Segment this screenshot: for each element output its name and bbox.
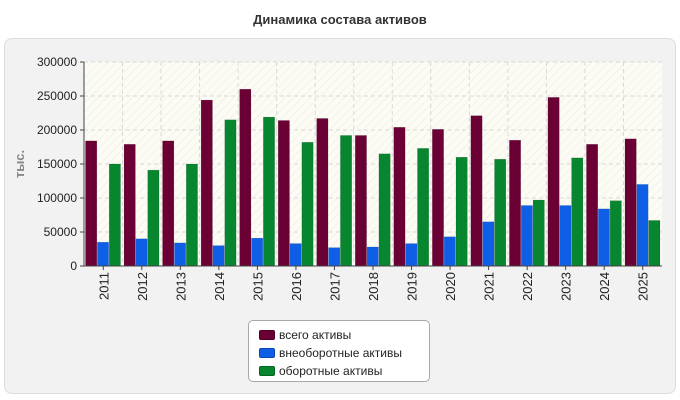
bar-current-2015 xyxy=(263,116,275,267)
bar-total-2014 xyxy=(200,99,213,267)
bar-noncurrent-2016 xyxy=(289,243,302,267)
y-tick-label: 100000 xyxy=(37,191,77,205)
legend-label-total: всего активы xyxy=(279,328,352,342)
bar-current-2022 xyxy=(532,199,545,267)
legend-swatch-current xyxy=(259,366,275,376)
y-tick-label: 300000 xyxy=(37,55,77,69)
bar-total-2011 xyxy=(85,140,98,267)
bar-noncurrent-2021 xyxy=(482,221,495,267)
bar-current-2016 xyxy=(301,141,314,267)
bar-total-2025 xyxy=(624,138,637,267)
bar-total-2023 xyxy=(547,97,560,267)
bar-current-2014 xyxy=(224,119,237,267)
bar-current-2023 xyxy=(571,157,584,267)
bar-total-2024 xyxy=(586,144,599,267)
legend-swatch-noncurrent xyxy=(259,348,275,358)
x-tick-label: 2014 xyxy=(212,272,227,301)
legend: всего активы внеоборотные активы оборотн… xyxy=(248,320,430,382)
bar-current-2012 xyxy=(147,169,160,267)
bar-total-2019 xyxy=(393,127,406,267)
chart-title: Динамика состава активов xyxy=(253,12,427,27)
bar-total-2020 xyxy=(432,129,444,267)
y-tick-label: 150000 xyxy=(37,157,77,171)
bar-noncurrent-2020 xyxy=(443,236,456,267)
bar-total-2022 xyxy=(509,139,521,267)
legend-item-current: оборотные активы xyxy=(259,362,429,380)
bar-current-2020 xyxy=(455,156,468,267)
bar-noncurrent-2023 xyxy=(559,205,572,267)
legend-label-noncurrent: внеоборотные активы xyxy=(279,346,402,360)
bar-total-2017 xyxy=(316,118,329,267)
legend-label-current: оборотные активы xyxy=(279,364,383,378)
x-tick-label: 2023 xyxy=(559,272,574,301)
x-tick-label: 2011 xyxy=(96,272,111,300)
x-tick-label: 2018 xyxy=(366,272,381,301)
x-tick-label: 2020 xyxy=(443,272,458,301)
bar-total-2018 xyxy=(354,135,367,267)
bar-current-2011 xyxy=(108,163,121,267)
x-tick-label: 2022 xyxy=(520,272,535,301)
x-tick-label: 2024 xyxy=(597,272,612,301)
y-tick-label: 200000 xyxy=(37,123,77,137)
x-tick-label: 2021 xyxy=(482,272,497,301)
bar-noncurrent-2013 xyxy=(174,242,187,267)
x-tick-label: 2012 xyxy=(135,272,150,301)
bar-noncurrent-2018 xyxy=(366,246,379,267)
bar-total-2015 xyxy=(239,88,252,267)
bar-current-2019 xyxy=(417,148,430,267)
legend-item-noncurrent: внеоборотные активы xyxy=(259,344,429,362)
bar-noncurrent-2017 xyxy=(328,247,341,267)
x-tick-label: 2013 xyxy=(173,272,188,301)
bar-current-2013 xyxy=(186,163,198,267)
bar-total-2013 xyxy=(162,140,175,267)
y-tick-label: 0 xyxy=(70,259,77,273)
y-tick-label: 250000 xyxy=(37,89,77,103)
x-tick-label: 2016 xyxy=(289,272,304,301)
bar-noncurrent-2019 xyxy=(405,243,418,267)
bar-noncurrent-2015 xyxy=(251,237,264,267)
y-axis-label: тыс. xyxy=(12,150,27,178)
bar-total-2012 xyxy=(123,144,136,267)
legend-swatch-total xyxy=(259,330,275,340)
x-tick-label: 2017 xyxy=(327,272,342,301)
bar-current-2018 xyxy=(378,153,391,267)
bar-noncurrent-2025 xyxy=(636,184,649,267)
bar-noncurrent-2011 xyxy=(97,241,109,267)
bar-total-2016 xyxy=(277,120,290,267)
y-tick-label: 50000 xyxy=(44,225,78,239)
x-tick-label: 2019 xyxy=(405,272,420,301)
bar-noncurrent-2012 xyxy=(135,238,148,267)
x-tick-label: 2015 xyxy=(250,272,265,301)
bar-current-2024 xyxy=(609,200,622,267)
bar-noncurrent-2014 xyxy=(212,245,225,267)
bar-noncurrent-2022 xyxy=(520,205,533,267)
bar-total-2021 xyxy=(470,115,483,267)
bar-current-2021 xyxy=(494,158,507,267)
bar-noncurrent-2024 xyxy=(598,208,610,267)
bar-current-2025 xyxy=(648,220,661,267)
x-tick-label: 2025 xyxy=(636,272,651,301)
bar-current-2017 xyxy=(340,135,352,267)
legend-item-total: всего активы xyxy=(259,326,429,344)
